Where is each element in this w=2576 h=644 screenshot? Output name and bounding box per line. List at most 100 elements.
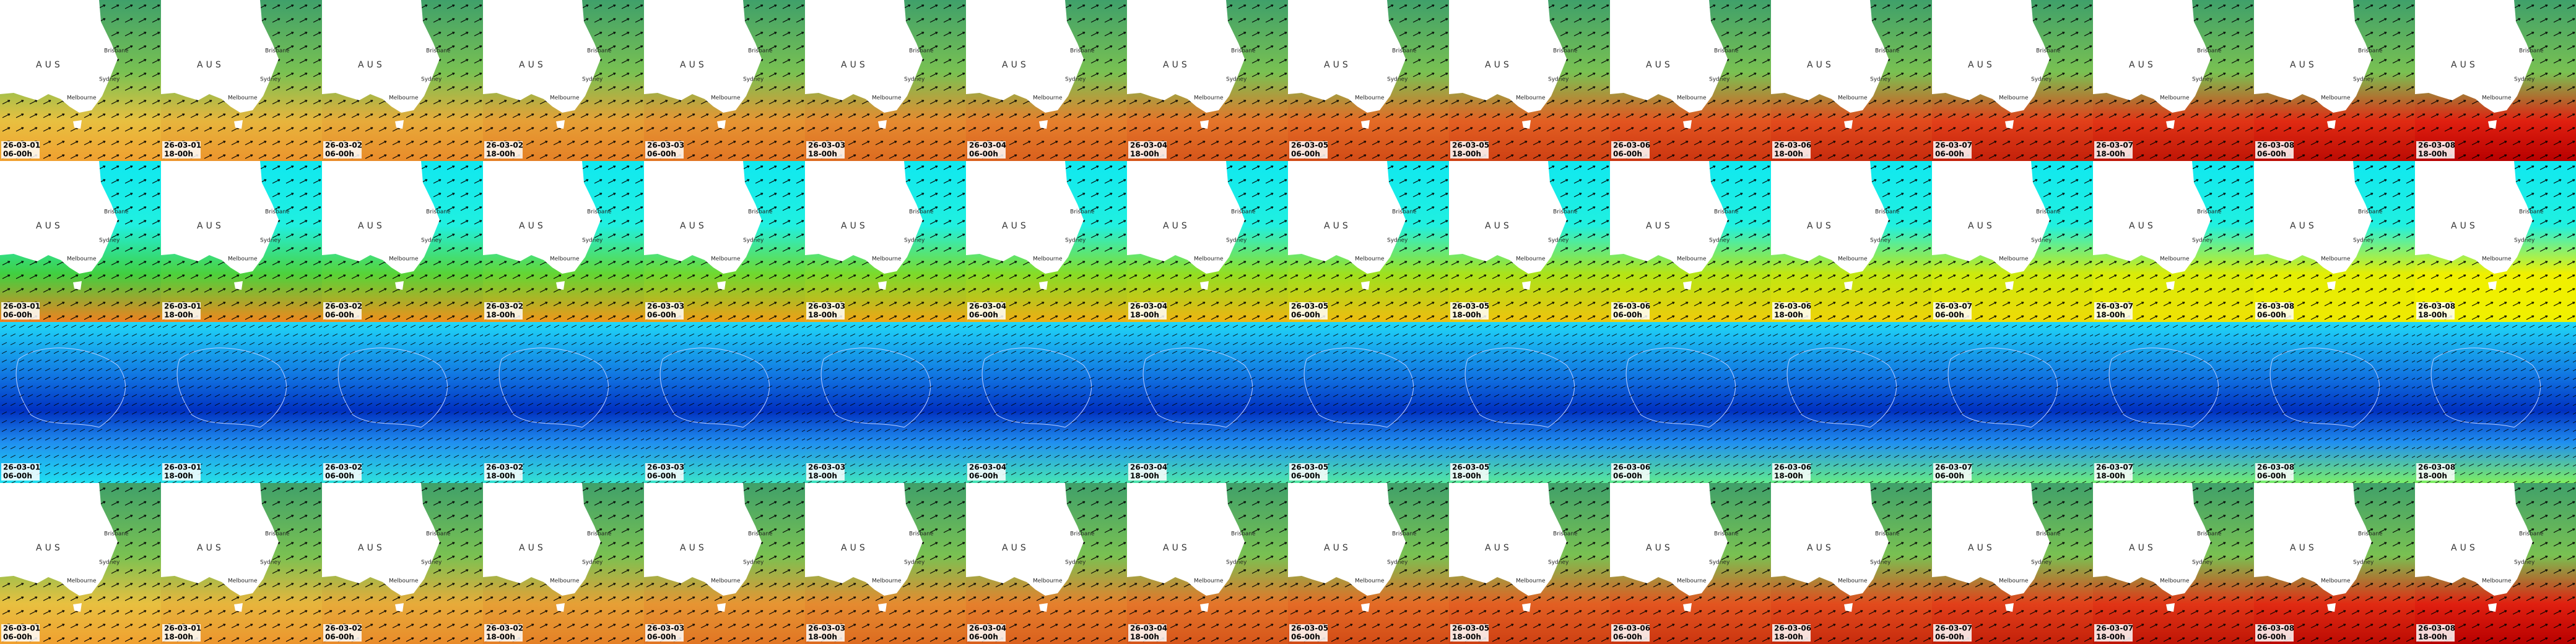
country-label: AUS [1163, 543, 1190, 553]
tasmania [878, 281, 887, 290]
city-label: Melbourne [389, 256, 419, 263]
country-label: AUS [841, 221, 868, 231]
city-label: Brisbane [1070, 48, 1095, 54]
tasmania [2327, 281, 2336, 290]
country-label: AUS [1968, 221, 1995, 231]
stamp-box [1450, 141, 1489, 159]
frame-time: 06-00h [3, 311, 32, 320]
city-label: Melbourne [1838, 256, 1868, 263]
frame-date: 26-03-04 [969, 141, 1006, 150]
frame-time: 06-00h [647, 150, 676, 159]
city-label: Sydney [2192, 77, 2213, 83]
frame-time: 18-00h [2096, 150, 2125, 159]
country-label: AUS [36, 221, 63, 231]
stamp-box [2255, 141, 2294, 159]
city-label: Melbourne [2482, 256, 2512, 263]
tasmania [1683, 281, 1692, 290]
wind-arrows [1610, 322, 1771, 483]
country-label: AUS [1324, 221, 1351, 231]
landmass [1610, 0, 1728, 113]
city-label: Brisbane [909, 531, 934, 537]
wind-arrows [1771, 322, 1932, 483]
tasmania [1844, 120, 1853, 129]
country-label: AUS [2451, 543, 2478, 553]
frame-date: 26-03-07 [2096, 624, 2133, 633]
tasmania [1844, 603, 1853, 612]
city-label: Melbourne [1194, 578, 1224, 585]
stamp-box [1933, 624, 1972, 642]
tasmania [1361, 281, 1370, 290]
city-label: Brisbane [1553, 209, 1578, 215]
city-label: Sydney [2192, 560, 2213, 566]
tasmania [2327, 120, 2336, 129]
frame-date: 26-03-06 [1774, 463, 1811, 472]
frame-date: 26-03-01 [164, 624, 201, 633]
tasmania [1039, 603, 1048, 612]
frame-date: 26-03-03 [647, 302, 684, 311]
city-label: Melbourne [2482, 578, 2512, 585]
city-label: Sydney [1387, 238, 1408, 244]
frame-date: 26-03-05 [1291, 302, 1328, 311]
city-label: Sydney [904, 77, 925, 83]
frame-time: 18-00h [486, 633, 515, 642]
city-label: Brisbane [1392, 531, 1417, 537]
frame-time: 18-00h [1130, 150, 1159, 159]
frame-time: 18-00h [164, 633, 193, 642]
landmass [805, 0, 923, 113]
wind-arrows [805, 322, 966, 483]
city-label: Brisbane [1553, 48, 1578, 54]
tasmania [1361, 603, 1370, 612]
tasmania [2488, 120, 2497, 129]
city-label: Melbourne [872, 578, 902, 585]
stamp-box [484, 141, 523, 159]
frame-date: 26-03-05 [1452, 463, 1489, 472]
wind-arrows [322, 322, 483, 483]
stamp-box [1933, 463, 1972, 481]
city-label: Brisbane [748, 209, 773, 215]
frame-date: 26-03-04 [969, 624, 1006, 633]
tasmania [2327, 603, 2336, 612]
city-label: Melbourne [1355, 578, 1385, 585]
city-label: Brisbane [1070, 209, 1095, 215]
frame-date: 26-03-04 [1130, 141, 1167, 150]
frame-date: 26-03-03 [647, 463, 684, 472]
frame-date: 26-03-07 [1935, 302, 1972, 311]
country-label: AUS [36, 543, 63, 553]
stamp-box [1289, 463, 1328, 481]
city-label: Melbourne [1838, 578, 1868, 585]
frame-date: 26-03-01 [3, 302, 40, 311]
city-label: Brisbane [1392, 48, 1417, 54]
frame-date: 26-03-01 [3, 141, 40, 150]
stamp-box [484, 302, 523, 320]
tasmania [1200, 603, 1209, 612]
stamp-box [1772, 302, 1811, 320]
city-label: Melbourne [389, 578, 419, 585]
stamp-box [2416, 302, 2455, 320]
city-label: Melbourne [2160, 256, 2190, 263]
country-label: AUS [2290, 60, 2317, 70]
city-label: Sydney [1548, 560, 1569, 566]
tasmania [1200, 120, 1209, 129]
city-label: Brisbane [265, 209, 290, 215]
tasmania [2005, 281, 2014, 290]
tasmania [2166, 281, 2175, 290]
city-label: Sydney [743, 560, 764, 566]
city-label: Brisbane [2519, 48, 2544, 54]
tasmania [395, 281, 404, 290]
frame-time: 18-00h [164, 311, 193, 320]
frame-date: 26-03-08 [2418, 624, 2455, 633]
city-label: Sydney [99, 77, 120, 83]
city-label: Brisbane [1392, 209, 1417, 215]
city-label: Brisbane [2036, 209, 2061, 215]
city-label: Sydney [582, 238, 603, 244]
stamp-box [967, 302, 1006, 320]
city-label: Brisbane [1231, 209, 1256, 215]
